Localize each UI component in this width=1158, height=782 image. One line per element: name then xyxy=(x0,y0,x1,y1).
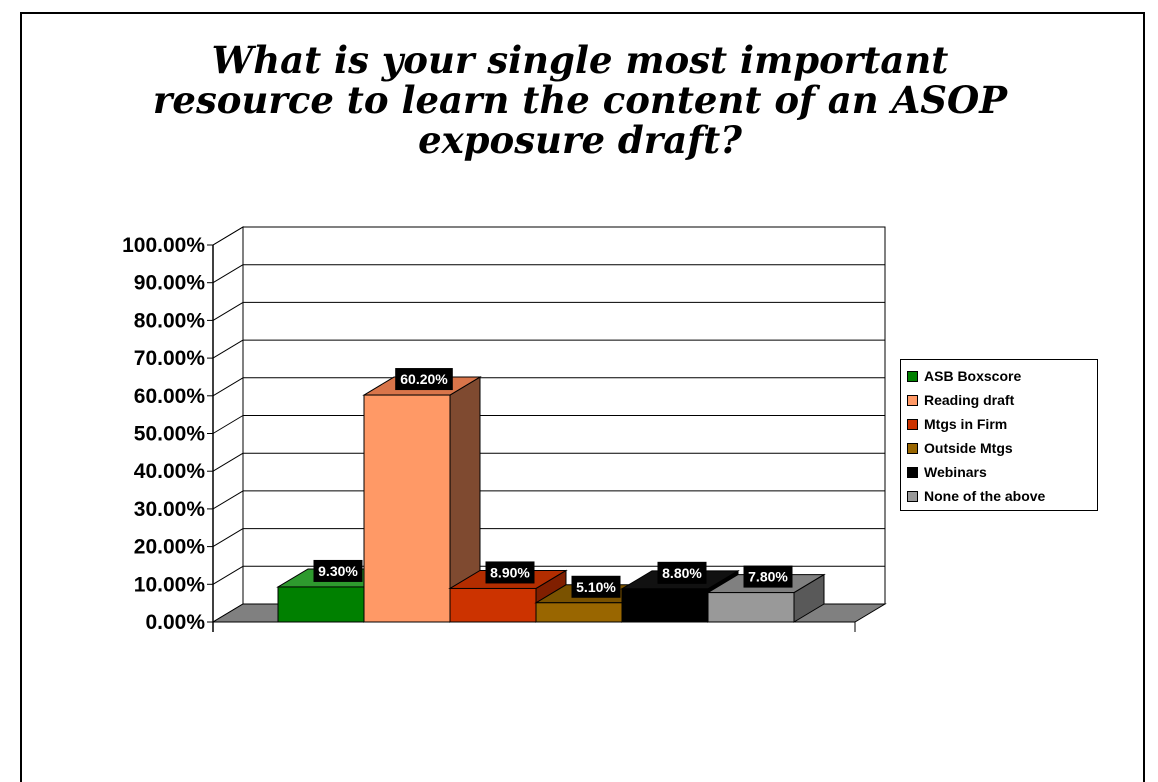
side-gridline xyxy=(212,452,244,472)
legend-item: Mtgs in Firm xyxy=(907,412,1097,436)
y-tick-label: 0.00% xyxy=(145,611,205,634)
side-gridline xyxy=(212,339,244,359)
bar xyxy=(449,587,537,623)
bar xyxy=(363,394,451,623)
data-label-bg xyxy=(485,561,535,584)
legend-swatch xyxy=(907,466,918,478)
legend-item: None of the above xyxy=(907,484,1097,508)
slide-frame xyxy=(20,12,1145,782)
side-gridline xyxy=(212,528,244,548)
y-tick-label: 50.00% xyxy=(134,423,206,446)
y-tick-label: 60.00% xyxy=(134,385,206,408)
legend-label: Webinars xyxy=(924,464,987,480)
side-gridline xyxy=(212,301,244,321)
y-tick-label: 10.00% xyxy=(134,573,206,596)
data-label-bg xyxy=(743,565,793,588)
legend-swatch xyxy=(907,490,918,502)
title-line-2: resource to learn the content of an ASOP xyxy=(152,78,1008,122)
y-tick-label: 100.00% xyxy=(122,234,205,257)
y-tick-label: 20.00% xyxy=(134,536,206,559)
chart-title: What is your single most important resou… xyxy=(60,40,1100,160)
y-tick-label: 70.00% xyxy=(134,347,206,370)
y-tick-label: 40.00% xyxy=(134,460,206,483)
bar xyxy=(707,592,795,623)
bar xyxy=(535,602,623,623)
bar xyxy=(277,586,365,623)
legend-item: Outside Mtgs xyxy=(907,436,1097,460)
data-label-bg xyxy=(313,559,363,582)
legend-swatch xyxy=(907,442,918,454)
data-label: 8.80% xyxy=(662,565,702,581)
data-label: 9.30% xyxy=(318,563,358,579)
title-line-3: exposure draft? xyxy=(418,118,742,162)
title-line-1: What is your single most important xyxy=(211,38,949,82)
side-gridline xyxy=(212,490,244,510)
legend: ASB Boxscore Reading draft Mtgs in Firm Out… xyxy=(900,359,1098,511)
legend-label: Reading draft xyxy=(924,392,1015,408)
data-label: 60.20% xyxy=(400,371,448,387)
y-tick-label: 90.00% xyxy=(134,272,206,295)
legend-label: Mtgs in Firm xyxy=(924,416,1008,432)
legend-label: Outside Mtgs xyxy=(924,440,1013,456)
data-label-bg xyxy=(657,561,707,584)
side-gridline xyxy=(212,565,244,585)
legend-label: ASB Boxscore xyxy=(924,368,1022,384)
data-label-bg xyxy=(571,575,621,598)
legend-swatch xyxy=(907,394,918,406)
side-gridline xyxy=(212,377,244,397)
legend-swatch xyxy=(907,370,918,382)
data-label-bg xyxy=(395,368,453,391)
side-gridline xyxy=(212,415,244,434)
legend-label: None of the above xyxy=(924,488,1046,504)
data-label: 5.10% xyxy=(576,579,616,595)
legend-item: ASB Boxscore xyxy=(907,364,1097,388)
legend-item: Reading draft xyxy=(907,388,1097,412)
legend-item: Webinars xyxy=(907,460,1097,484)
data-label: 7.80% xyxy=(748,569,788,585)
legend-swatch xyxy=(907,418,918,430)
y-tick-label: 30.00% xyxy=(134,498,206,521)
side-gridline xyxy=(212,264,244,284)
data-label: 8.90% xyxy=(490,564,530,580)
bar xyxy=(621,588,709,623)
y-tick-label: 80.00% xyxy=(134,309,206,332)
